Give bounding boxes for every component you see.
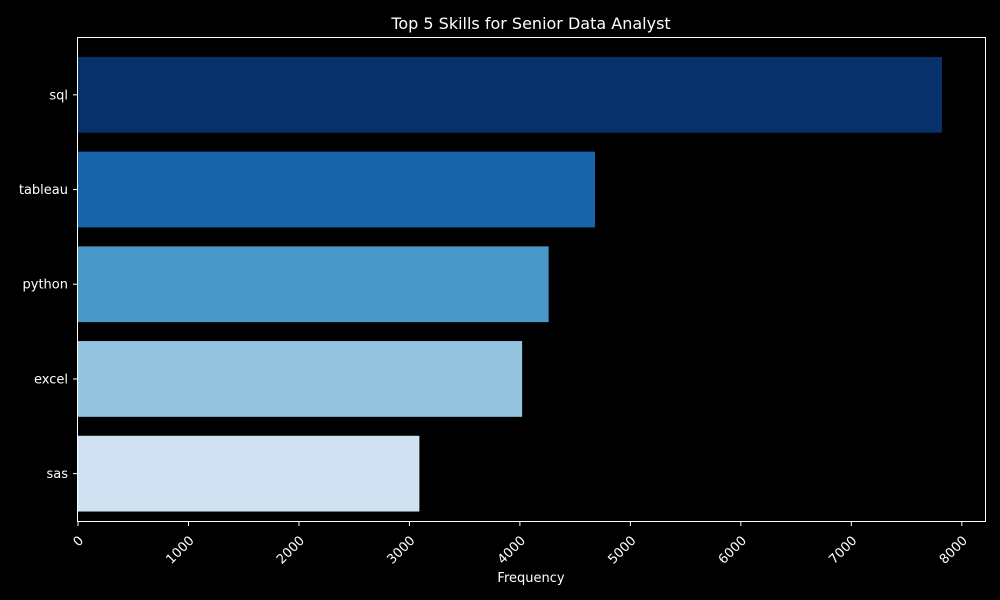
y-tick-label: tableau — [19, 183, 68, 198]
bar-excel — [78, 341, 523, 417]
x-tick-label: 4000 — [495, 533, 529, 567]
y-axis: sql tableau python excel sas — [19, 88, 78, 482]
x-tick-label: 8000 — [937, 533, 971, 567]
x-tick-label: 2000 — [274, 533, 308, 567]
x-tick-label: 7000 — [826, 533, 860, 567]
x-tick-label: 0 — [71, 533, 87, 549]
y-tick-label: sql — [49, 88, 68, 103]
y-tick-label: sas — [46, 467, 68, 482]
plot-frame — [77, 37, 986, 522]
x-tick-label: 3000 — [384, 533, 418, 567]
bar-sql — [78, 56, 942, 133]
x-tick-label: 5000 — [605, 533, 639, 567]
bar-tableau — [78, 151, 596, 228]
x-tick-label: 6000 — [716, 533, 750, 567]
y-tick-label: python — [23, 278, 68, 293]
bar-sas — [78, 435, 420, 512]
bars-layer — [78, 56, 942, 512]
x-axis: 0 1000 2000 3000 4000 5000 6000 7000 8000 — [71, 521, 971, 567]
x-tick-label: 1000 — [164, 533, 198, 567]
bar-python — [78, 246, 549, 323]
y-tick-label: excel — [34, 372, 68, 387]
x-axis-label: Frequency — [497, 571, 564, 586]
chart-title: Top 5 Skills for Senior Data Analyst — [390, 14, 670, 33]
